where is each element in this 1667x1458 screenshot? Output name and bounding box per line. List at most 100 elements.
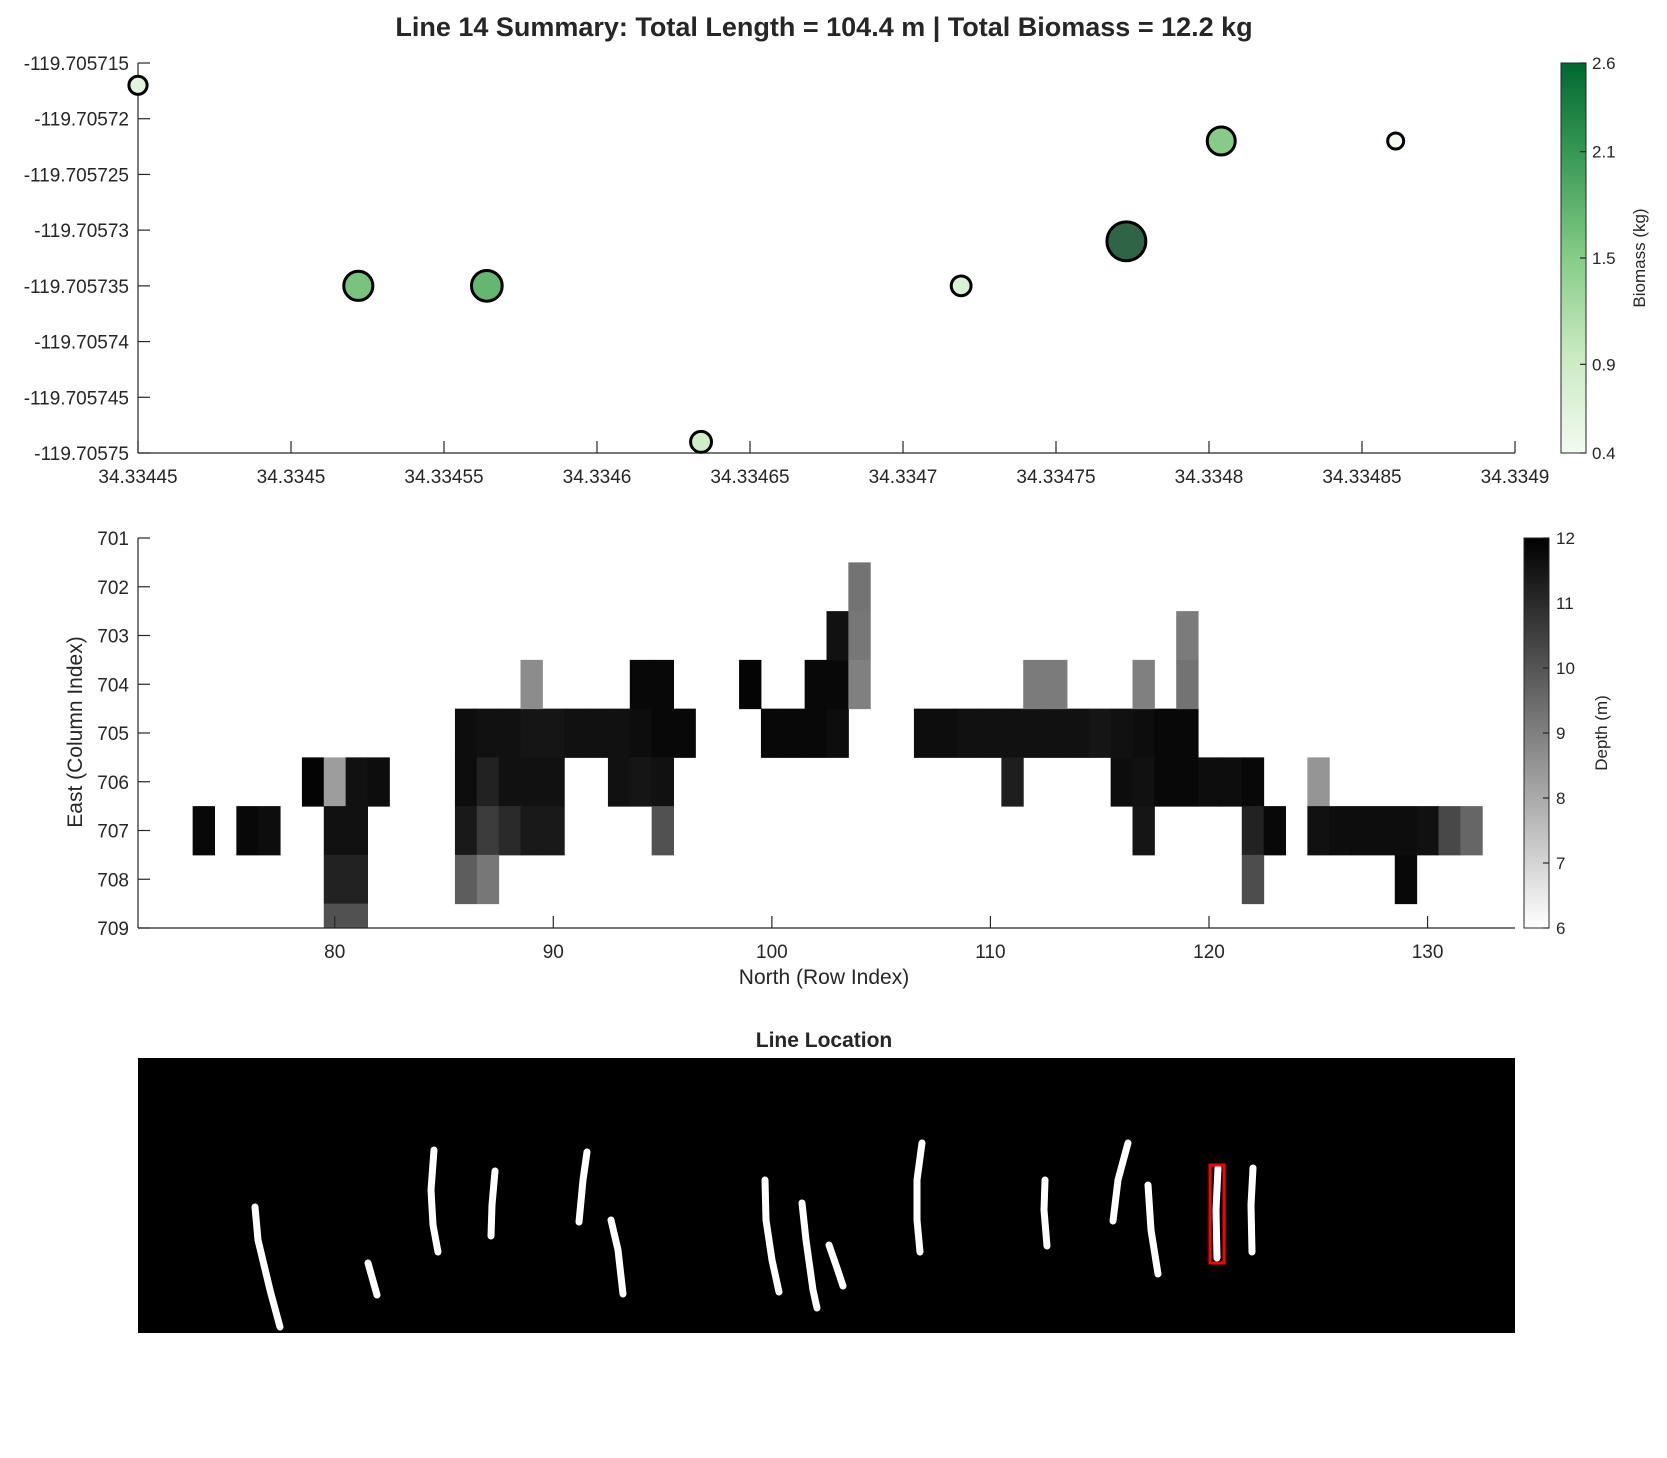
heatmap-cell [1132, 708, 1155, 758]
heatmap-cell [673, 708, 696, 758]
kelp-line-2 [364, 1259, 381, 1299]
heatmap-cell [629, 708, 653, 758]
heatmap-x-tick-label: 110 [975, 942, 1005, 963]
heatmap-cell [476, 806, 500, 856]
heatmap-cell [1154, 708, 1177, 758]
heatmap-y-tick-label: 708 [97, 870, 129, 891]
heatmap-cell [1263, 806, 1286, 856]
heatmap-cell [1219, 757, 1243, 807]
scatter-x-tick-label: 34.3345 [257, 467, 326, 488]
heatmap-cell [258, 806, 281, 856]
kelp-line-7 [761, 1176, 783, 1296]
heatmap-cell [1307, 757, 1330, 807]
scatter-y-tick-label: -119.705735 [24, 277, 129, 298]
heatmap-x-axis-label: North (Row Index) [739, 966, 909, 989]
figure-title: Line 14 Summary: Total Length = 104.4 m … [395, 12, 1252, 42]
heatmap-cell [1394, 854, 1418, 905]
depth-colorbar-tick-label: 7 [1556, 854, 1565, 873]
heatmap-cell [1198, 757, 1221, 807]
scatter-x-tick-label: 34.33475 [1016, 467, 1095, 488]
heatmap-cell [498, 708, 521, 758]
heatmap-cell [498, 757, 521, 807]
biomass-colorbar-tick-label: 0.4 [1592, 444, 1616, 463]
depth-colorbar-tick-label: 9 [1556, 724, 1565, 743]
kelp-line-10 [913, 1139, 926, 1256]
heatmap-cell [520, 659, 543, 710]
heatmap-cell [1176, 708, 1199, 758]
heatmap-cell [520, 806, 543, 856]
heatmap-cell [454, 854, 478, 905]
heatmap-cell [1110, 757, 1133, 807]
heatmap-cell [979, 708, 1002, 758]
heatmap-cell [848, 562, 871, 612]
heatmap-cell [1023, 708, 1046, 758]
heatmap-x-tick-label: 120 [1193, 942, 1225, 963]
heatmap-cell [345, 854, 368, 905]
heatmap-cell [804, 708, 827, 758]
heatmap-cell [476, 757, 500, 807]
heatmap-cell [607, 757, 631, 807]
heatmap-cell [345, 757, 368, 807]
line-location-panel: Line Location [138, 1029, 1515, 1333]
heatmap-cell [1460, 806, 1483, 856]
biomass-colorbar: 0.4 0.9 1.5 2.1 2.6 Biomass (kg) [1560, 54, 1649, 463]
heatmap-cell [1241, 806, 1265, 856]
scatter-y-tick-label: -119.70572 [34, 110, 129, 131]
scatter-point [689, 429, 713, 454]
heatmap-cell [476, 708, 500, 758]
heatmap-cell [651, 757, 674, 807]
heatmap-cell [629, 757, 653, 807]
heatmap-cell [1307, 806, 1330, 856]
selected-line-highlight [1208, 1163, 1226, 1265]
scatter-x-tick-label: 34.3348 [1175, 467, 1244, 488]
depth-colorbar-tick-label: 8 [1556, 789, 1565, 808]
heatmap-cell [564, 708, 587, 758]
scatter-y-tick-label: -119.70575 [34, 444, 129, 465]
kelp-line-13 [1144, 1181, 1162, 1278]
heatmap-cell [1045, 708, 1068, 758]
kelp-line-8 [798, 1199, 821, 1312]
scatter-axes: 34.33445 34.3345 34.33455 34.3346 34.33465 34… [24, 54, 1550, 488]
heatmap-y-tick-label: 707 [97, 822, 129, 843]
heatmap-cell [1132, 757, 1155, 807]
kelp-line-14 [1212, 1164, 1222, 1262]
heatmap-cell [848, 659, 871, 710]
scatter-panel: 34.33445 34.3345 34.33455 34.3346 34.33465 34… [24, 54, 1649, 488]
heatmap-axes: 80 90 100 110 120 130 701 702 703 704 705 706 707 708… [97, 529, 1515, 963]
heatmap-cell [1416, 806, 1439, 856]
heatmap-y-axis-label: East (Column Index) [64, 636, 87, 827]
heatmap-cell [1088, 708, 1112, 758]
heatmap-cell [323, 806, 347, 856]
heatmap-cell [804, 659, 827, 710]
heatmap-cell [454, 708, 478, 758]
heatmap-cell [301, 757, 325, 807]
scatter-y-tick-label: -119.705745 [24, 388, 129, 409]
scatter-point [342, 269, 375, 302]
scatter-point [1386, 131, 1406, 151]
biomass-colorbar-label: Biomass (kg) [1630, 208, 1649, 307]
heatmap-cell [520, 757, 543, 807]
heatmap-cell [236, 806, 259, 856]
kelp-line-5 [575, 1148, 591, 1226]
scatter-y-tick-label: -119.705725 [24, 165, 129, 186]
biomass-colorbar-tick-label: 2.1 [1592, 143, 1616, 162]
heatmap-cell [1066, 708, 1090, 758]
scatter-points [127, 74, 1406, 454]
heatmap-cell [367, 757, 390, 807]
line-location-map [138, 1058, 1515, 1333]
heatmap-cell [345, 903, 368, 929]
heatmap-cell [1176, 659, 1199, 710]
biomass-colorbar-ticks: 0.4 0.9 1.5 2.1 2.6 [1580, 54, 1616, 463]
heatmap-x-tick-label: 100 [756, 942, 788, 963]
depth-colorbar: 6 7 8 9 10 11 12 Depth (m) [1523, 529, 1611, 938]
scatter-x-tick-label: 34.3346 [563, 467, 632, 488]
scatter-point [1205, 125, 1237, 157]
heatmap-cell [1176, 757, 1199, 807]
heatmap-cell [1023, 659, 1046, 710]
heatmap-cell [1110, 708, 1133, 758]
heatmap-y-tick-label: 704 [97, 675, 129, 696]
heatmap-cell [651, 708, 674, 758]
depth-colorbar-tick-label: 6 [1556, 919, 1565, 938]
kelp-line-12 [1109, 1139, 1132, 1225]
